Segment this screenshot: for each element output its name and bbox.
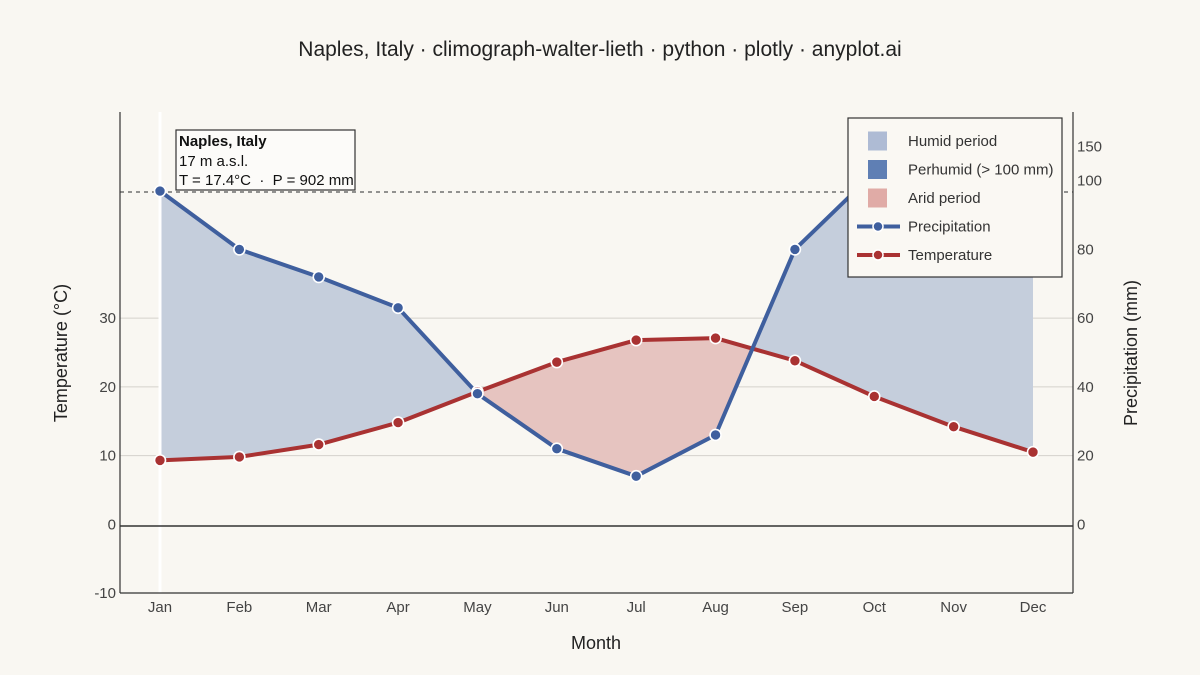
y-left-tick-30: 30 xyxy=(99,310,116,327)
y-right-tick-0: 0 xyxy=(1077,516,1085,533)
station-info-box: Naples, Italy 17 m a.s.l. T = 17.4°C · P… xyxy=(175,129,356,191)
legend-swatch xyxy=(868,160,887,179)
temperature-point-nov xyxy=(947,420,960,434)
x-axis-title: Month xyxy=(571,633,621,653)
temperature-point-sep xyxy=(788,354,802,368)
y-left-tick-10: 10 xyxy=(99,448,116,465)
chart-title: Naples, Italy · climograph-walter-lieth … xyxy=(298,38,901,61)
precipitation-point-apr xyxy=(391,301,405,315)
x-tick-apr: Apr xyxy=(386,599,409,616)
x-tick-jun: Jun xyxy=(545,599,569,616)
info-box-frame xyxy=(175,129,356,191)
precipitation-point-aug xyxy=(709,428,722,442)
legend-label: Humid period xyxy=(908,133,997,150)
precipitation-point-mar xyxy=(312,270,326,284)
temperature-point-feb xyxy=(233,450,246,464)
temperature-point-apr xyxy=(391,416,405,429)
temperature-point-aug xyxy=(709,331,722,345)
info-box-title: Naples, Italy xyxy=(179,133,267,150)
precipitation-point-feb xyxy=(233,243,246,256)
y-right-tick-80: 80 xyxy=(1077,241,1094,258)
x-tick-mar: Mar xyxy=(306,599,332,616)
y-right-tick-100: 100 xyxy=(1077,173,1102,190)
temperature-point-dec xyxy=(1026,445,1040,459)
legend-swatch xyxy=(868,131,887,151)
y-right-tick-20: 20 xyxy=(1077,448,1094,465)
legend-label: Precipitation xyxy=(908,219,991,236)
legend-item-precipitation: Precipitation xyxy=(857,219,991,236)
y-left-tick-0: 0 xyxy=(108,516,116,533)
y-right-tick-60: 60 xyxy=(1077,310,1094,327)
temperature-line xyxy=(159,336,1034,463)
y-right-tick-40: 40 xyxy=(1077,379,1094,396)
tick-labels: Jan Feb Mar Apr May Jun Jul Aug Sep Oct Nov Dec -10 0… xyxy=(94,138,1102,616)
legend-item-humid: Humid period xyxy=(868,131,997,151)
legend-swatch xyxy=(868,188,887,208)
precipitation-point-jul xyxy=(629,469,643,483)
legend-marker xyxy=(872,249,884,261)
temperature-point-jan xyxy=(153,454,167,467)
legend-marker xyxy=(872,220,884,233)
legend-label: Perhumid (> 100 mm) xyxy=(908,162,1053,179)
precipitation-point-jan xyxy=(153,184,167,198)
temperature-point-jun xyxy=(550,355,564,369)
legend-label: Temperature xyxy=(908,247,992,264)
legend-item-temperature: Temperature xyxy=(857,247,992,264)
x-tick-aug: Aug xyxy=(702,599,729,616)
x-tick-sep: Sep xyxy=(782,599,809,616)
y-right-tick-150: 150 xyxy=(1077,138,1102,155)
temperature-point-oct xyxy=(867,390,881,403)
temperature-point-jul xyxy=(629,333,643,347)
x-tick-nov: Nov xyxy=(940,599,967,616)
humid-fill-0 xyxy=(160,192,475,461)
y-left-tick-20: 20 xyxy=(99,379,116,396)
precipitation-point-sep xyxy=(788,243,802,256)
legend: Humid period Perhumid (> 100 mm) Arid peri… xyxy=(847,117,1063,278)
x-tick-may: May xyxy=(463,599,492,616)
precipitation-point-may xyxy=(471,387,484,401)
x-tick-oct: Oct xyxy=(863,599,887,616)
y-left-tick--10: -10 xyxy=(94,585,116,602)
x-tick-dec: Dec xyxy=(1020,599,1047,616)
x-tick-feb: Feb xyxy=(226,599,252,616)
arid-fill-0 xyxy=(477,338,752,477)
info-box-summary: T = 17.4°C · P = 902 mm xyxy=(179,172,354,189)
precipitation-point-jun xyxy=(550,442,564,456)
y-axis-right-title: Precipitation (mm) xyxy=(1121,280,1141,426)
temperature-point-mar xyxy=(312,438,326,451)
legend-item-perhumid: Perhumid (> 100 mm) xyxy=(868,160,1053,179)
x-tick-jan: Jan xyxy=(148,599,172,616)
x-tick-jul: Jul xyxy=(627,599,646,616)
y-axis-left-title: Temperature (°C) xyxy=(51,284,71,422)
legend-label: Arid period xyxy=(908,190,981,207)
info-box-elevation: 17 m a.s.l. xyxy=(179,153,248,170)
legend-item-arid: Arid period xyxy=(868,188,981,208)
